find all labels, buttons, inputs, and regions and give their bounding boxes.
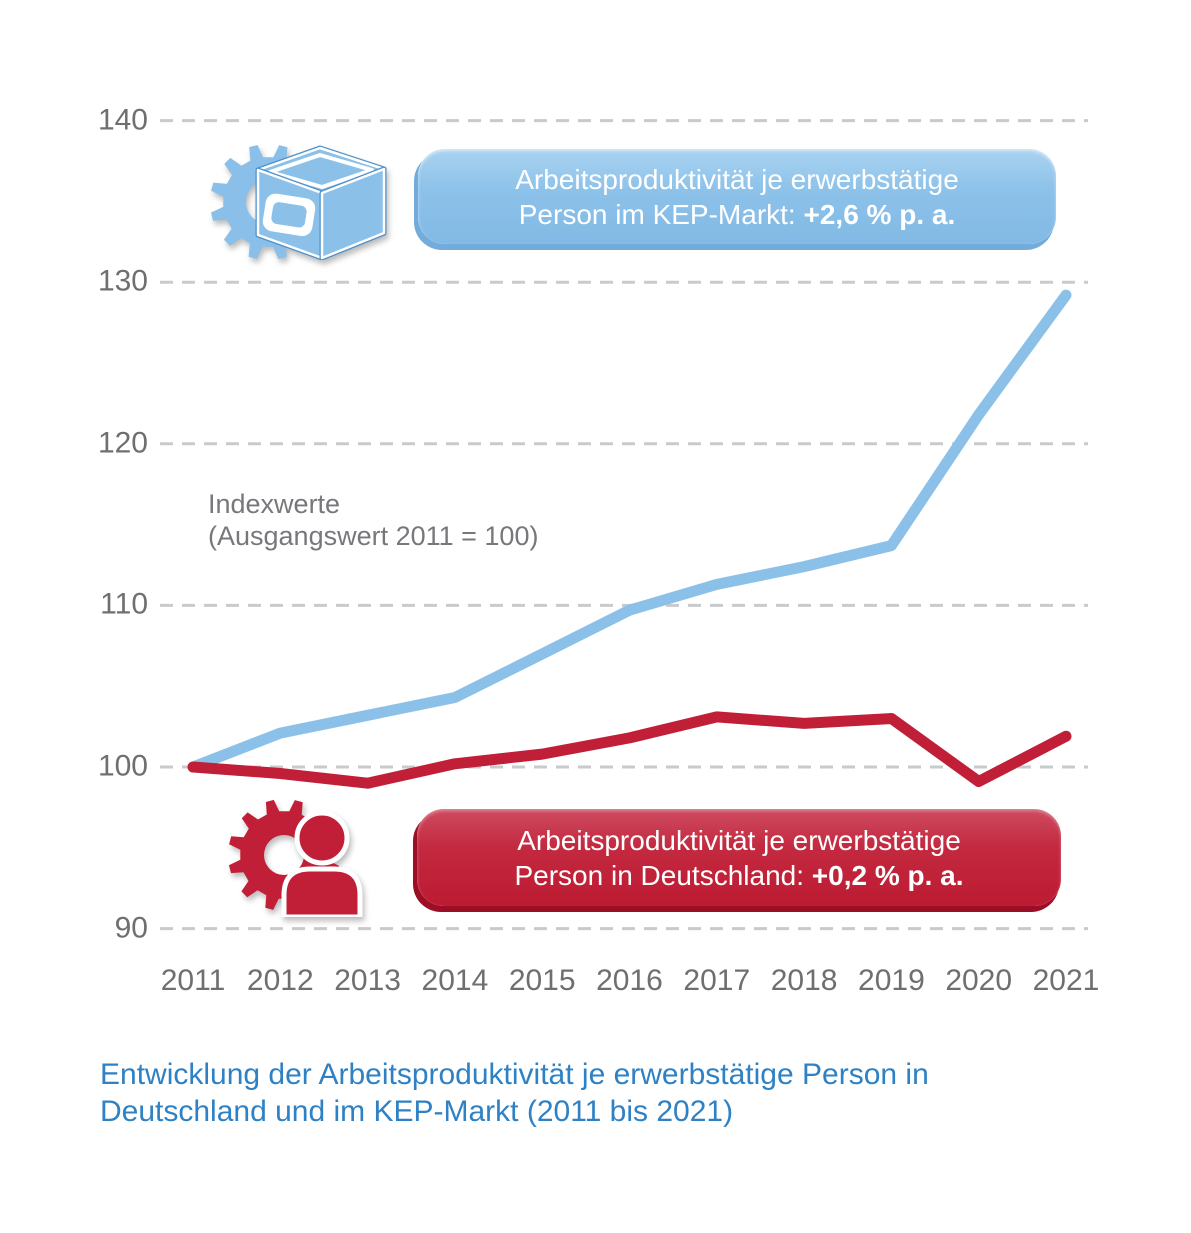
x-tick-label-2017: 2017 xyxy=(683,964,751,997)
x-tick-label-2012: 2012 xyxy=(246,964,314,997)
x-tick-label-2016: 2016 xyxy=(596,964,663,997)
de-badge-line2-prefix: Person in Deutschland: xyxy=(514,859,812,891)
gridlines xyxy=(160,119,1088,931)
x-tick-label-2013: 2013 xyxy=(334,964,401,997)
box-label xyxy=(262,193,316,237)
caption-line2: Deutschland und im KEP-Markt (2011 bis 2… xyxy=(100,1095,734,1128)
kep-badge-line1: Arbeitsproduktivität je erwerbstätige xyxy=(515,163,959,195)
gear-person-icon xyxy=(228,799,363,917)
x-tick-label-2021: 2021 xyxy=(1032,964,1100,997)
x-tick-label-2011: 2011 xyxy=(160,964,226,997)
kep-badge-line2: Person im KEP-Markt: +2,6 % p. a. xyxy=(519,197,955,232)
de-growth-value: +0,2 % p. a. xyxy=(811,859,964,891)
x-tick-label-2018: 2018 xyxy=(770,964,838,997)
person-silhouette xyxy=(281,810,363,917)
y-tick-label-140: 140 xyxy=(97,102,148,136)
index-note: Indexwerte (Ausgangswert 2011 = 100) xyxy=(208,488,538,552)
x-tick-label-2014: 2014 xyxy=(421,964,489,997)
y-tick-label-120: 120 xyxy=(97,426,148,460)
x-tick-label-2020: 2020 xyxy=(945,964,1013,997)
chart-caption: Entwicklung der Arbeitsproduktivität je … xyxy=(100,1056,1160,1130)
y-tick-label-90: 90 xyxy=(114,910,148,944)
y-tick-label-130: 130 xyxy=(97,264,148,298)
de-badge-line2: Person in Deutschland: +0,2 % p. a. xyxy=(514,858,963,893)
kep-badge-line2-prefix: Person im KEP-Markt: xyxy=(518,198,804,230)
germany-productivity-badge: Arbeitsproduktivität je erwerbstätige Pe… xyxy=(417,809,1061,906)
kep-productivity-badge: Arbeitsproduktivität je erwerbstätige Pe… xyxy=(418,149,1056,244)
x-tick-label-2015: 2015 xyxy=(508,964,576,997)
gear-box-icon xyxy=(211,145,387,260)
index-note-line2: (Ausgangswert 2011 = 100) xyxy=(208,521,539,551)
y-tick-label-100: 100 xyxy=(97,749,148,783)
caption-line1: Entwicklung der Arbeitsproduktivität je … xyxy=(100,1058,929,1091)
index-note-line1: Indexwerte xyxy=(208,489,341,519)
y-tick-label-110: 110 xyxy=(100,587,148,621)
x-tick-label-2019: 2019 xyxy=(858,964,925,997)
germany-series-line xyxy=(187,711,1072,789)
kep-growth-value: +2,6 % p. a. xyxy=(803,198,956,230)
de-badge-line1: Arbeitsproduktivität je erwerbstätige xyxy=(517,824,961,856)
kep-series-line xyxy=(187,289,1072,773)
parcel-box xyxy=(255,145,387,260)
